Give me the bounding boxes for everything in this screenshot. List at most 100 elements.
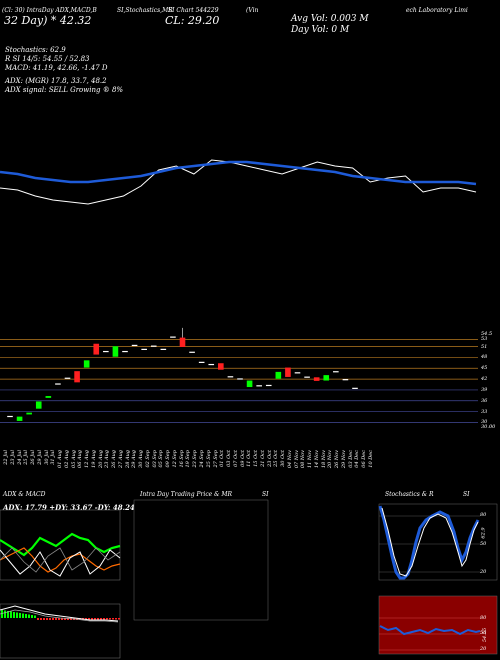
- macd-histogram-bar: [7, 611, 9, 618]
- candlestick-chart: [0, 327, 478, 423]
- date-axis-label: 24 Jul: [16, 450, 23, 465]
- macd-histogram-bar: [49, 618, 51, 620]
- date-axis-label: 25 Jul: [23, 450, 30, 465]
- candle: [352, 387, 358, 389]
- macd-histogram-bar: [40, 618, 42, 620]
- macd-histogram-bar: [4, 610, 6, 618]
- adx-line: [0, 549, 121, 577]
- candle: [103, 350, 109, 353]
- date-axis-label: 30 Oct: [280, 450, 287, 467]
- macd-histogram-bar: [37, 618, 39, 620]
- price-trend-line: [0, 159, 477, 205]
- header-close: CL: 29.20: [165, 14, 220, 27]
- date-axis-label: 05 Aug: [70, 450, 77, 468]
- candle: [131, 344, 138, 347]
- candle: [237, 378, 243, 380]
- macd-signal-line: [0, 609, 119, 623]
- moving-average-line: [0, 160, 477, 186]
- date-axis-label: 06 Dec: [361, 450, 368, 468]
- stochastic-k-line: [378, 505, 480, 580]
- macd-histogram-bar: [97, 618, 99, 620]
- macd-histogram-bar: [46, 618, 48, 620]
- date-axis-label: 29 Nov: [340, 450, 347, 469]
- date-axis-label: 08 Nov: [300, 450, 307, 469]
- date-axis-label: 05 Sep: [158, 450, 165, 468]
- candle: [112, 346, 119, 357]
- date-axis-label: 04 Nov: [286, 450, 293, 469]
- macd-histogram-bar: [1, 610, 3, 618]
- macd-histogram-bar: [52, 618, 54, 620]
- candle: [275, 371, 282, 379]
- date-axis-label: 02 Aug: [63, 450, 70, 468]
- candle: [93, 343, 100, 355]
- date-axis-label: 11 Oct: [246, 450, 253, 467]
- rsi-current-value: 54.55: [482, 627, 489, 643]
- stoch-axis-50: 50: [480, 541, 487, 547]
- date-axis-label: 07 Nov: [293, 450, 300, 469]
- macd-line: [0, 605, 119, 622]
- date-axis-label: 19 Aug: [90, 450, 97, 468]
- header-title-part4: (Vin: [246, 7, 259, 14]
- date-axis-label: 23 Sep: [192, 450, 199, 468]
- macd-histogram-bar: [118, 618, 120, 620]
- rsi-panel-frame: [378, 595, 498, 655]
- trend-line-chart: [0, 159, 477, 205]
- macd-histogram-bar: [103, 618, 105, 620]
- macd-histogram-bar: [28, 614, 30, 618]
- macd-histogram-bar: [61, 618, 63, 620]
- date-axis-label: 14 Nov: [313, 450, 320, 469]
- date-axis-label: 31 Jul: [50, 450, 57, 465]
- candle: [256, 385, 262, 387]
- candle: [227, 376, 234, 378]
- candle: [198, 361, 205, 363]
- price-axis-label: 36: [481, 397, 488, 404]
- adx-minus-di-line: [0, 547, 121, 573]
- date-axis-label: 16 Sep: [178, 450, 185, 468]
- macd-histogram-bar: [85, 618, 87, 620]
- date-axis-label: 29 Jul: [36, 450, 43, 465]
- candle: [246, 380, 253, 388]
- candle: [285, 367, 291, 377]
- date-axis-label: 23 Aug: [104, 450, 111, 468]
- candle: [45, 396, 52, 398]
- date-axis-label: 30 Jul: [43, 450, 50, 465]
- date-axis-label: 26 Nov: [334, 450, 341, 469]
- macd-histogram-bar: [115, 618, 117, 620]
- macd-histogram-bar: [34, 615, 36, 618]
- macd-histogram-bar: [19, 613, 21, 618]
- rsi-axis-50: 50: [480, 630, 487, 636]
- date-axis-label: 09 Oct: [239, 450, 246, 467]
- date-axis-label: 09 Sep: [165, 450, 172, 468]
- candle: [141, 348, 147, 350]
- header-title-part2: SI,Stochastics,MR: [117, 7, 173, 14]
- candle: [64, 377, 71, 379]
- candle: [179, 337, 186, 347]
- candle: [150, 345, 157, 347]
- candle: [218, 363, 224, 370]
- macd-histogram-bar: [100, 618, 102, 620]
- adx-signal-line: [0, 547, 121, 573]
- macd-histogram-bar: [106, 618, 108, 620]
- header-change: 32 Day) * 42.32: [4, 14, 92, 27]
- stochastics-value: Stochastics: 62.9: [5, 46, 66, 54]
- intra-panel-si: SI: [262, 491, 269, 498]
- candle: [170, 336, 176, 338]
- date-axis-label: 27 Aug: [117, 450, 124, 468]
- stoch-panel-si: SI: [463, 491, 470, 498]
- macd-value: MACD: 41.19, 42.66, -1.47 D: [5, 64, 108, 72]
- macd-histogram-bar: [25, 614, 27, 618]
- price-axis-label: 33: [481, 408, 488, 415]
- macd-histogram-bar: [10, 611, 12, 618]
- date-axis-label: 28 Aug: [124, 450, 131, 468]
- macd-histogram-bar: [55, 618, 57, 620]
- price-axis-label: 39: [481, 386, 488, 393]
- stoch-current-value: 62.9: [480, 527, 487, 539]
- date-axis-label: 03 Dec: [347, 450, 354, 468]
- date-axis-label: 24 Sep: [199, 450, 205, 468]
- stochastic-d-line: [381, 507, 479, 577]
- adx-plus-di-line: [0, 532, 121, 557]
- price-axis-label: 30: [481, 419, 488, 426]
- date-axis-label: 20 Nov: [327, 450, 334, 469]
- date-axis-label: 21 Oct: [259, 450, 266, 467]
